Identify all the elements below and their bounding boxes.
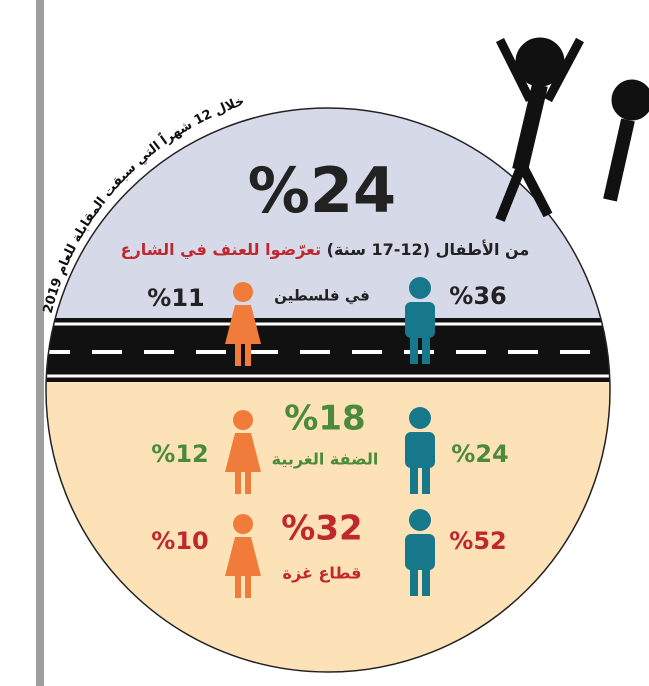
girl-icon xyxy=(233,410,253,430)
region-name: الضفة الغربية xyxy=(272,450,379,469)
side-bar xyxy=(36,0,44,686)
boy-icon xyxy=(409,277,431,299)
boy-icon xyxy=(422,334,430,364)
headline-value: %24 xyxy=(248,154,396,227)
girl-icon xyxy=(245,470,251,494)
headline-main: من الأطفال (12-17 سنة) xyxy=(327,240,530,259)
boy-icon xyxy=(410,334,418,364)
canvas: خلال 12 شهراً التي سبقت المقابلة للعام 2… xyxy=(0,0,649,686)
girls-value: %12 xyxy=(151,440,208,468)
region-name: في فلسطين xyxy=(274,287,370,305)
infographic: خلال 12 شهراً التي سبقت المقابلة للعام 2… xyxy=(0,0,649,686)
headline-highlight: تعرّضوا للعنف في الشارع xyxy=(121,240,321,259)
boys-value: %52 xyxy=(449,527,506,555)
girl-icon xyxy=(235,470,241,494)
girl-icon xyxy=(235,574,241,598)
boy-icon xyxy=(409,509,431,531)
boy-icon xyxy=(410,464,418,494)
boy-icon xyxy=(409,407,431,429)
boys-value: %24 xyxy=(451,440,508,468)
boy-icon xyxy=(410,566,418,596)
boy-icon xyxy=(422,464,430,494)
boy-icon xyxy=(422,566,430,596)
girl-icon xyxy=(245,574,251,598)
region-name: قطاع غزة xyxy=(283,564,362,583)
region-total: %18 xyxy=(284,399,365,439)
headline-text: من الأطفال (12-17 سنة) تعرّضوا للعنف في … xyxy=(60,240,590,259)
region-total: %32 xyxy=(281,509,362,549)
girl-icon xyxy=(233,282,253,302)
boy-icon xyxy=(405,302,435,338)
boys-value: %36 xyxy=(449,282,506,310)
girl-icon xyxy=(233,514,253,534)
boy-icon xyxy=(405,432,435,468)
girl-icon xyxy=(245,342,251,366)
girls-value: %11 xyxy=(147,284,204,312)
girls-value: %10 xyxy=(151,527,208,555)
girl-icon xyxy=(235,342,241,366)
boy-icon xyxy=(405,534,435,570)
